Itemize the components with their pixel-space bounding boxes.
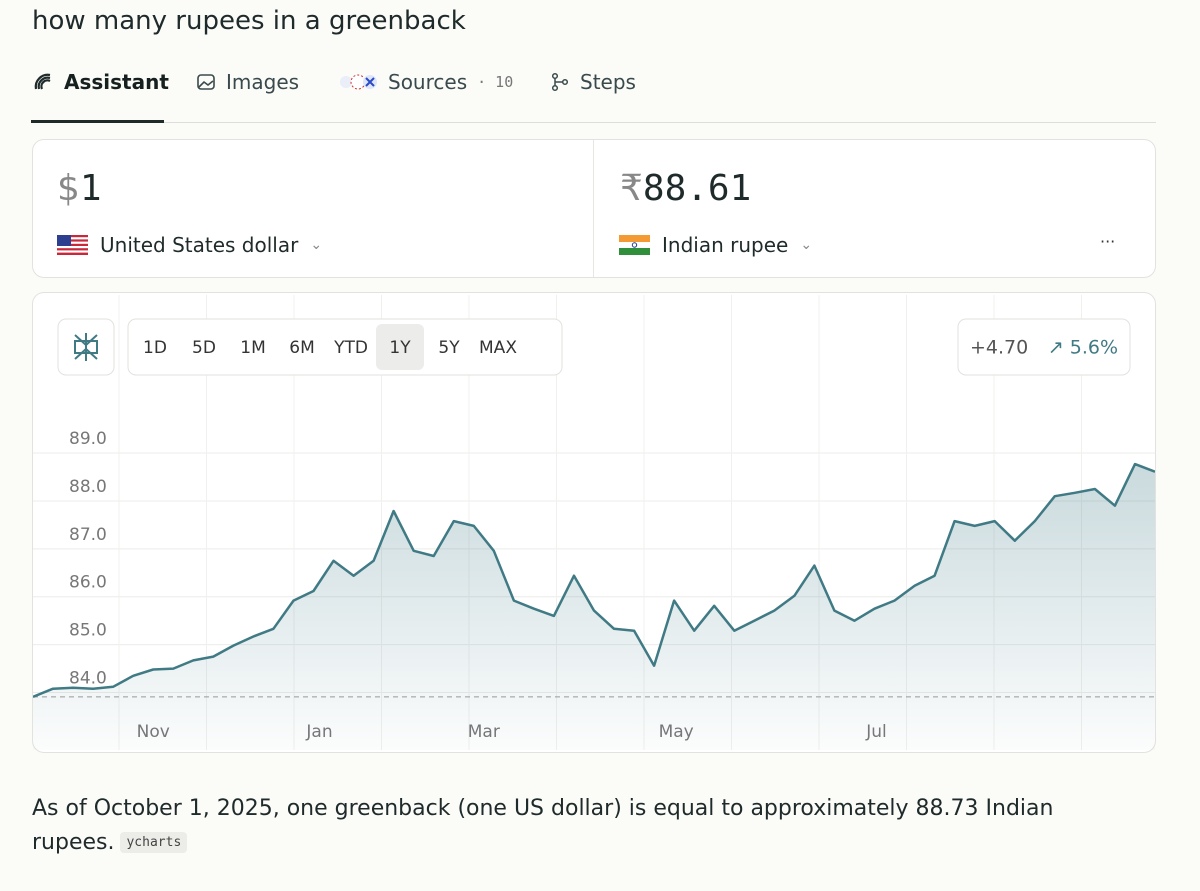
sources-icons <box>340 74 377 90</box>
to-currency[interactable]: Indian rupee ⌄ <box>619 233 812 257</box>
range-button[interactable]: MAX <box>479 338 517 358</box>
currency-symbol: $ <box>57 168 80 209</box>
line <box>33 462 1155 698</box>
answer: As of October 1, 2025, one greenback (on… <box>32 792 1132 860</box>
assistant-icon <box>34 73 51 90</box>
tab-label: Steps <box>580 70 636 94</box>
logo-icon <box>74 333 98 361</box>
range-button[interactable]: 1Y <box>389 338 411 358</box>
india-flag <box>619 235 650 255</box>
tab[interactable]: Assistant <box>32 70 169 94</box>
to-amount[interactable]: ₹88.61 <box>620 168 751 209</box>
tab-label: Sources <box>388 70 468 94</box>
converter-divider <box>593 140 594 277</box>
images-icon <box>197 74 215 90</box>
tab-label: Assistant <box>64 70 169 94</box>
y-tick-label: 88.0 <box>69 477 107 497</box>
tab-label: Images <box>226 70 300 94</box>
steps-icon <box>551 72 569 92</box>
range-button[interactable]: 5Y <box>438 338 460 358</box>
converter-card <box>32 139 1156 278</box>
query-title: how many rupees in a greenback <box>32 6 466 36</box>
active-tab-indicator <box>31 120 164 123</box>
change-box <box>957 318 1131 376</box>
range-button[interactable]: 1D <box>143 338 167 358</box>
chevron: ⌄ <box>310 237 323 253</box>
range-button[interactable]: YTD <box>333 338 368 358</box>
range-active <box>376 324 424 370</box>
tab-divider <box>32 122 1156 123</box>
change-value: +4.70 <box>970 337 1028 359</box>
from-amount[interactable]: $1 <box>57 168 102 209</box>
y-tick-label: 86.0 <box>69 573 107 593</box>
currency-name: Indian rupee <box>662 233 789 257</box>
source-chip[interactable]: ycharts <box>120 832 188 853</box>
area <box>33 464 1155 750</box>
y-tick-label: 85.0 <box>69 621 107 641</box>
source-count: · 10 <box>477 73 514 91</box>
range-button[interactable]: 6M <box>289 338 314 358</box>
chevron: ⌄ <box>800 237 813 253</box>
tab[interactable]: Images <box>196 70 299 94</box>
amount: 1 <box>79 168 102 209</box>
y-tick-label: 84.0 <box>69 669 107 689</box>
us-flag <box>57 235 88 255</box>
y-tick-label: 87.0 <box>69 525 107 545</box>
tab[interactable]: Sources · 10 <box>338 70 513 94</box>
range-button[interactable]: 5D <box>192 338 216 358</box>
y-tick-label: 89.0 <box>69 429 107 449</box>
range-button[interactable]: 1M <box>240 338 265 358</box>
change-percent: ↗ 5.6% <box>1048 337 1118 359</box>
range-selector <box>127 318 563 376</box>
from-currency[interactable]: United States dollar ⌄ <box>57 233 322 257</box>
currency-symbol: ₹ <box>620 168 643 209</box>
chart: 84.085.086.087.088.089.0NovJanMarMayJul … <box>33 295 1155 750</box>
tab[interactable]: Steps <box>550 70 636 94</box>
currency-name: United States dollar <box>100 233 299 257</box>
amount: 88.61 <box>642 168 752 209</box>
more-button[interactable]: ··· <box>1100 232 1116 251</box>
answer-text: As of October 1, 2025, one greenback (on… <box>32 796 1054 855</box>
